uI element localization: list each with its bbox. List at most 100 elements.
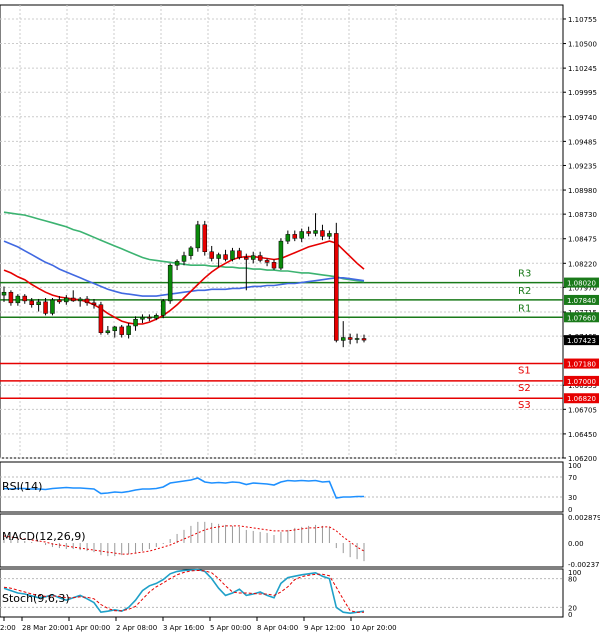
ma-red-line — [3, 240, 365, 325]
price-tag — [564, 393, 599, 404]
candle — [126, 323, 131, 339]
candle — [181, 251, 187, 266]
candle-body — [340, 337, 346, 341]
time-tick-label: 2:00 — [0, 624, 16, 632]
candle-body — [271, 262, 277, 269]
level-label-r1: R1 — [518, 303, 531, 314]
candle — [160, 298, 166, 319]
macd-signal-line — [3, 525, 365, 555]
price-tag — [564, 294, 599, 305]
rsi-panel[interactable]: 100 70 30 0 — [0, 461, 581, 514]
candle-body — [126, 325, 131, 335]
candle-body — [140, 317, 145, 320]
time-tick-label: 10 Apr 20:00 — [351, 624, 397, 632]
candle-body — [230, 250, 235, 260]
candle — [292, 230, 298, 242]
price-tag-label: 1.06820 — [567, 395, 596, 403]
candle — [223, 249, 228, 262]
price-tag-label: 1.07180 — [567, 361, 596, 369]
macd-panel-tick-label: -0.002379 — [568, 561, 600, 569]
candle-body — [91, 302, 97, 306]
candle-body — [167, 264, 173, 302]
macd-panel-tick-label: 0.002879 — [568, 514, 600, 522]
candle-body — [334, 233, 339, 341]
candle — [334, 222, 339, 343]
candle — [64, 295, 69, 305]
price-tag — [564, 277, 599, 288]
candle — [306, 226, 311, 237]
price-tag-label: 1.08020 — [567, 280, 596, 288]
candle — [84, 296, 90, 306]
candle-body — [320, 230, 325, 237]
candle-body — [195, 224, 201, 249]
candle-body — [202, 224, 208, 252]
candle-body — [285, 234, 291, 242]
candle-body — [77, 298, 83, 302]
candle — [327, 230, 332, 240]
candle-body — [160, 300, 166, 316]
candle — [299, 228, 304, 243]
candle — [1, 286, 7, 302]
candle — [77, 297, 83, 307]
stoch-panel-tick-label: 80 — [568, 576, 577, 584]
candle-body — [292, 234, 298, 239]
candle-body — [188, 247, 194, 256]
candle — [278, 238, 284, 271]
candle-body — [244, 257, 249, 260]
price-tag — [564, 335, 599, 346]
level-label-s2: S2 — [518, 383, 531, 394]
candle — [50, 298, 55, 316]
candle — [140, 314, 145, 324]
candle — [340, 321, 346, 348]
candle — [320, 224, 325, 241]
time-tick-label: 3 Apr 16:00 — [163, 624, 204, 632]
candle-body — [133, 318, 138, 327]
candle-body — [257, 255, 263, 261]
time-tick-label: 2 Apr 08:00 — [116, 624, 157, 632]
candle — [22, 294, 28, 304]
level-label-r3: R3 — [518, 269, 531, 280]
price-tag — [564, 312, 599, 323]
candle-body — [147, 317, 152, 319]
candle-body — [306, 231, 311, 234]
candle-body — [223, 254, 228, 260]
stoch-panel-frame — [0, 568, 564, 618]
candle-body — [84, 298, 90, 304]
candle-body — [174, 261, 180, 266]
candle — [313, 213, 318, 237]
price-tick-label: 1.06450 — [568, 431, 597, 439]
candle — [29, 298, 34, 308]
candle-body — [70, 297, 76, 302]
macd-panel-tick-label: 0.00 — [568, 540, 584, 548]
candle — [119, 324, 124, 338]
candle — [230, 247, 235, 262]
price-panel[interactable]: 1.10755 1.10500 1.10245 1.09995 1.09740 1.094… — [0, 4, 599, 463]
price-tick-label: 1.06955 — [568, 382, 597, 390]
price-tick-label: 1.09485 — [568, 138, 597, 146]
time-axis: 2:00 28 Mar 20:00 1 Apr 00:00 2 Apr 08:00 3 … — [0, 617, 397, 632]
price-panel-frame — [0, 4, 564, 459]
candle-body — [57, 299, 62, 303]
candle-body — [50, 299, 55, 314]
candle — [244, 253, 249, 291]
candle — [271, 259, 277, 271]
candle-body — [22, 295, 28, 302]
stoch-signal-line — [3, 569, 364, 613]
macd-label: MACD(12,26,9) — [2, 530, 86, 543]
price-tick-label: 1.10245 — [568, 65, 597, 73]
rsi-panel-tick-label: 0 — [568, 506, 572, 514]
candle-body — [29, 300, 34, 306]
candle — [354, 333, 360, 344]
candle-body — [64, 297, 69, 303]
macd-panel[interactable]: 0.002879 0.00 -0.002379 — [0, 513, 600, 569]
time-tick-label: 9 Apr 12:00 — [304, 624, 345, 632]
candle — [91, 298, 97, 309]
candle-body — [209, 251, 214, 259]
candle-body — [264, 260, 270, 263]
candle-body — [43, 301, 48, 314]
level-label-s3: S3 — [518, 400, 531, 411]
candle — [202, 220, 208, 256]
candle-body — [347, 337, 353, 340]
